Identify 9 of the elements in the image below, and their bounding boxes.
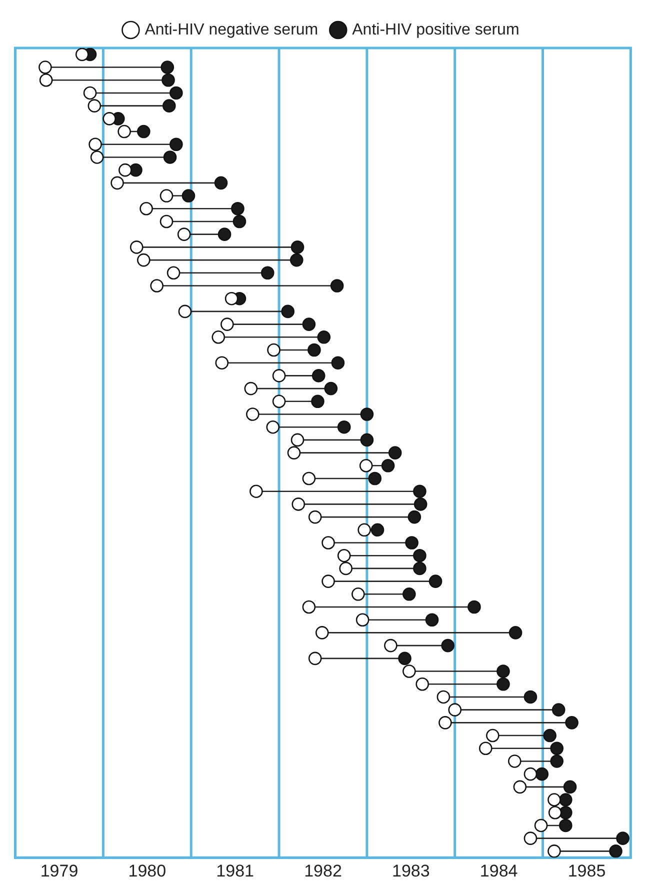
x-tick-label: 1983 (392, 861, 430, 880)
legend-label: Anti-HIV negative serum (144, 21, 318, 38)
x-tick-label: 1980 (128, 861, 166, 880)
legend-label: Anti-HIV positive serum (352, 21, 520, 38)
x-tick-label: 1982 (304, 861, 342, 880)
x-tick-label: 1979 (40, 861, 78, 880)
x-tick-label: 1984 (480, 861, 518, 880)
x-tick-label: 1981 (216, 861, 254, 880)
x-tick-label: 1985 (568, 861, 606, 880)
